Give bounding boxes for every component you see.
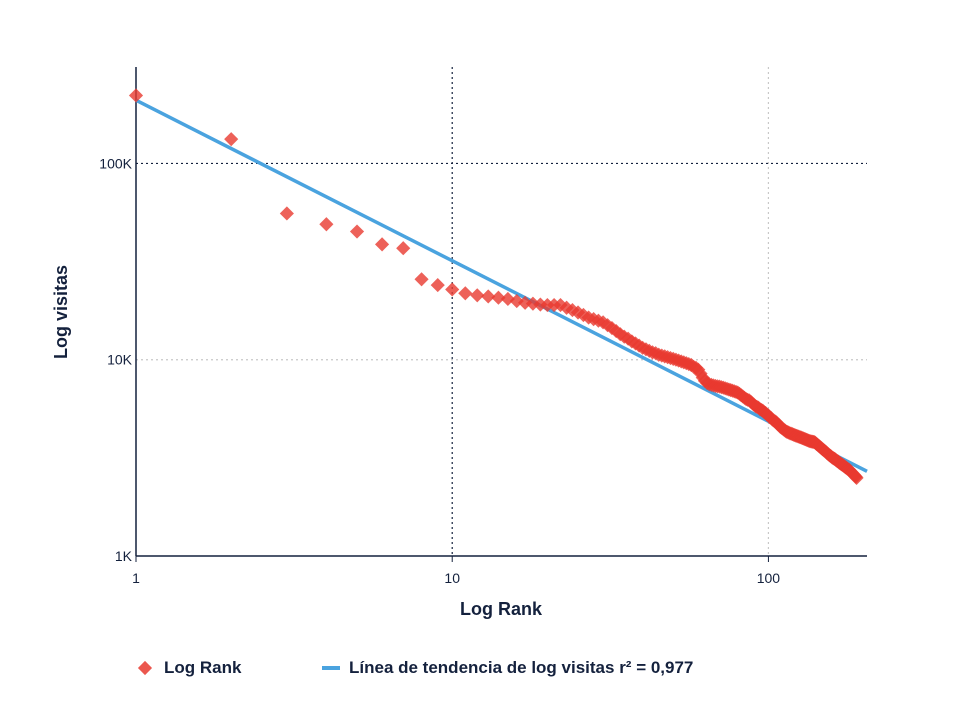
data-point (481, 289, 496, 304)
data-point (414, 272, 429, 287)
data-point (458, 286, 473, 301)
legend-label: Log Rank (164, 658, 242, 677)
data-point (128, 88, 144, 103)
x-tick-label: 1 (132, 570, 140, 586)
x-axis-label: Log Rank (460, 599, 543, 619)
data-point (279, 206, 294, 221)
x-tick-label: 10 (444, 570, 460, 586)
data-point (396, 241, 411, 256)
y-tick-label: 1K (115, 548, 133, 564)
diamond-icon (137, 660, 153, 676)
legend-label: Línea de tendencia de log visitas r² = 0… (349, 658, 694, 677)
data-point (349, 224, 365, 239)
trendline (135, 98, 868, 473)
data-point (445, 282, 460, 297)
data-point (470, 288, 485, 303)
legend-item-trendline: Línea de tendencia de log visitas r² = 0… (322, 658, 693, 678)
y-tick-label: 100K (99, 155, 132, 171)
data-point (491, 290, 506, 305)
legend-item-scatter: Log Rank (137, 658, 242, 678)
x-tick-label: 100 (757, 570, 781, 586)
data-point (374, 237, 390, 252)
y-tick-label: 10K (107, 352, 133, 368)
y-axis-label: Log visitas (51, 265, 71, 359)
data-point (430, 278, 445, 293)
data-point (224, 132, 239, 147)
line-icon (322, 666, 340, 670)
data-point (319, 217, 334, 232)
data-point (849, 470, 864, 485)
